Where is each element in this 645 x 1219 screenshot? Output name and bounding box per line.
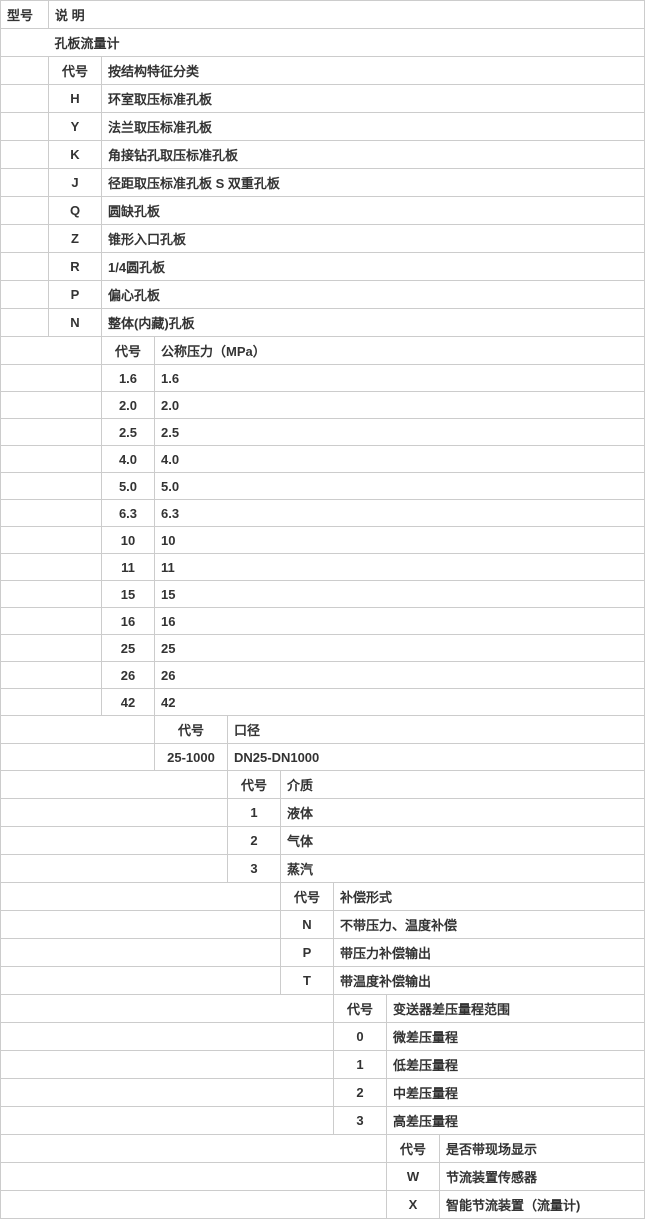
- sec2-desc-header: 公称压力（MPa）: [155, 337, 645, 365]
- sec1-row-desc: 径距取压标准孔板 S 双重孔板: [102, 169, 645, 197]
- sec2-row-desc: 4.0: [155, 446, 645, 473]
- sec1-row-desc: 偏心孔板: [102, 281, 645, 309]
- sec1-row-code: J: [49, 169, 102, 197]
- sec6-row-code: 2: [334, 1079, 387, 1107]
- sec6-row-code: 0: [334, 1023, 387, 1051]
- sec6-row-code: 3: [334, 1107, 387, 1135]
- sec6-code-header: 代号: [334, 995, 387, 1023]
- sec2-row-code: 26: [102, 662, 155, 689]
- sec2-row-code: 2.0: [102, 392, 155, 419]
- sec3-row-code: 25-1000: [155, 744, 228, 771]
- sec2-code-header: 代号: [102, 337, 155, 365]
- sec1-row-desc: 锥形入口孔板: [102, 225, 645, 253]
- sec7-row-code: X: [387, 1191, 440, 1219]
- sec7-code-header: 代号: [387, 1135, 440, 1163]
- sec4-code-header: 代号: [228, 771, 281, 799]
- sec2-row-code: 6.3: [102, 500, 155, 527]
- sec1-row-code: Y: [49, 113, 102, 141]
- sec5-row-desc: 带温度补偿输出: [334, 967, 645, 995]
- sec3-row-desc: DN25-DN1000: [228, 744, 645, 771]
- sec2-row-desc: 5.0: [155, 473, 645, 500]
- sec5-row-code: P: [281, 939, 334, 967]
- sec1-row-code: Q: [49, 197, 102, 225]
- sec6-row-desc: 中差压量程: [387, 1079, 645, 1107]
- sec1-row-desc: 角接钻孔取压标准孔板: [102, 141, 645, 169]
- sec5-desc-header: 补偿形式: [334, 883, 645, 911]
- sec2-row-desc: 42: [155, 689, 645, 716]
- sec4-row-desc: 蒸汽: [281, 855, 645, 883]
- sec4-row-code: 1: [228, 799, 281, 827]
- sec6-row-code: 1: [334, 1051, 387, 1079]
- header-col2: 说 明: [49, 1, 645, 29]
- sec6-row-desc: 高差压量程: [387, 1107, 645, 1135]
- sec2-row-desc: 1.6: [155, 365, 645, 392]
- sec2-row-code: 16: [102, 608, 155, 635]
- sec3-desc-header: 口径: [228, 716, 645, 744]
- sec4-row-desc: 液体: [281, 799, 645, 827]
- sec4-desc-header: 介质: [281, 771, 645, 799]
- sec1-row-code: K: [49, 141, 102, 169]
- sec2-row-code: 2.5: [102, 419, 155, 446]
- sec1-row-desc: 环室取压标准孔板: [102, 85, 645, 113]
- sec6-desc-header: 变送器差压量程范围: [387, 995, 645, 1023]
- sec2-row-desc: 10: [155, 527, 645, 554]
- sec2-row-code: 15: [102, 581, 155, 608]
- sec1-row-code: Z: [49, 225, 102, 253]
- sec4-row-code: 3: [228, 855, 281, 883]
- sec5-row-code: N: [281, 911, 334, 939]
- sec2-row-desc: 25: [155, 635, 645, 662]
- sec2-row-code: 42: [102, 689, 155, 716]
- sec2-row-code: 10: [102, 527, 155, 554]
- sec1-row-code: P: [49, 281, 102, 309]
- sec5-row-desc: 带压力补偿输出: [334, 939, 645, 967]
- sec2-row-desc: 15: [155, 581, 645, 608]
- sec5-row-desc: 不带压力、温度补偿: [334, 911, 645, 939]
- header-col1: 型号: [1, 1, 49, 29]
- sec6-row-desc: 微差压量程: [387, 1023, 645, 1051]
- sec3-code-header: 代号: [155, 716, 228, 744]
- spec-table: 型号 说 明 孔板流量计 代号 按结构特征分类 H环室取压标准孔板 Y法兰取压标…: [0, 0, 645, 1219]
- title: 孔板流量计: [49, 29, 645, 57]
- sec7-row-desc: 智能节流装置（流量计): [440, 1191, 645, 1219]
- sec2-row-code: 4.0: [102, 446, 155, 473]
- sec7-row-code: W: [387, 1163, 440, 1191]
- sec1-code-header: 代号: [49, 57, 102, 85]
- sec1-desc-header: 按结构特征分类: [102, 57, 645, 85]
- sec2-row-desc: 2.5: [155, 419, 645, 446]
- sec6-row-desc: 低差压量程: [387, 1051, 645, 1079]
- sec1-row-desc: 圆缺孔板: [102, 197, 645, 225]
- sec2-row-desc: 26: [155, 662, 645, 689]
- sec1-row-desc: 整体(内藏)孔板: [102, 309, 645, 337]
- sec4-row-code: 2: [228, 827, 281, 855]
- sec2-row-code: 5.0: [102, 473, 155, 500]
- sec2-row-desc: 16: [155, 608, 645, 635]
- sec4-row-desc: 气体: [281, 827, 645, 855]
- sec1-row-desc: 1/4圆孔板: [102, 253, 645, 281]
- sec2-row-code: 25: [102, 635, 155, 662]
- sec2-row-desc: 2.0: [155, 392, 645, 419]
- sec1-row-code: H: [49, 85, 102, 113]
- sec2-row-code: 1.6: [102, 365, 155, 392]
- sec1-row-desc: 法兰取压标准孔板: [102, 113, 645, 141]
- sec7-desc-header: 是否带现场显示: [440, 1135, 645, 1163]
- sec5-code-header: 代号: [281, 883, 334, 911]
- sec1-row-code: N: [49, 309, 102, 337]
- sec7-row-desc: 节流装置传感器: [440, 1163, 645, 1191]
- sec2-row-desc: 6.3: [155, 500, 645, 527]
- sec2-row-code: 11: [102, 554, 155, 581]
- sec1-row-code: R: [49, 253, 102, 281]
- sec2-row-desc: 11: [155, 554, 645, 581]
- sec5-row-code: T: [281, 967, 334, 995]
